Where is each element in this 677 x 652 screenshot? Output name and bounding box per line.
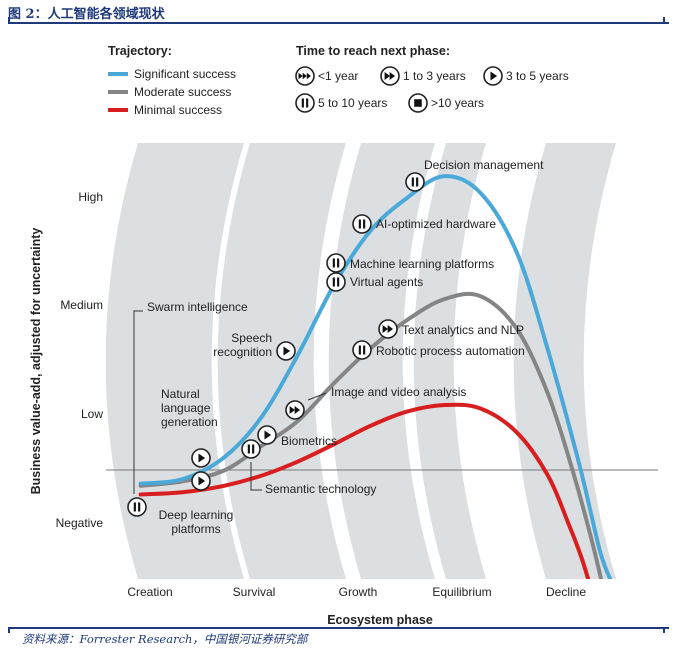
time-legend-item-1-year: <1 year: [295, 66, 358, 86]
time-legend-item-10-years: >10 years: [408, 93, 484, 113]
tech-deep-learning-platforms: Deep learning platforms: [159, 471, 234, 536]
tech-machine-learning-platforms: Machine learning platforms: [326, 253, 494, 273]
play-icon: [257, 425, 277, 445]
tech-biometrics: Biometrics: [257, 425, 337, 448]
trajectory-legend-item-significant-success: Significant success: [108, 67, 236, 81]
bottom-rule: [8, 627, 669, 629]
band-equilibrium: [413, 143, 486, 579]
bottom-rule-left-tick: [8, 627, 18, 633]
legend-label: 3 to 5 years: [506, 69, 569, 83]
tech-text-analytics-and-nlp: Text analytics and NLP: [378, 319, 524, 339]
leader-line: [250, 462, 262, 491]
tech-label: Natural language generation: [161, 387, 218, 429]
x-tick-decline: Decline: [546, 585, 586, 599]
play-icon: [191, 448, 211, 468]
legend-label: Minimal success: [134, 103, 222, 117]
tech-semantic-technology: Semantic technology: [241, 439, 376, 496]
top-rule: [8, 22, 669, 24]
trajectory-legend-item-minimal-success: Minimal success: [108, 103, 222, 117]
trajectory-legend-item-moderate-success: Moderate success: [108, 85, 231, 99]
pause-icon: [241, 439, 261, 459]
band-survival: [217, 143, 346, 579]
tech-ai-optimized-hardware: AI-optimized hardware: [352, 214, 496, 234]
trajectory-legend-title: Trajectory:: [108, 44, 172, 58]
tech-decision-management: Decision management: [405, 158, 544, 192]
top-rule-left-tick: [8, 17, 18, 23]
tech-label: Speech recognition: [213, 331, 272, 359]
y-axis-title: Business value-add, adjusted for uncerta…: [29, 228, 43, 495]
time-legend-item-5-to-10-years: 5 to 10 years: [295, 93, 387, 113]
y-tick-labels: Negative Low Medium High: [56, 190, 104, 530]
pause-icon: [326, 272, 346, 292]
y-tick-high: High: [78, 190, 103, 204]
bottom-rule-right-tick: [663, 627, 673, 633]
pause-icon: [405, 172, 425, 192]
y-tick-medium: Medium: [60, 298, 103, 312]
x-tick-creation: Creation: [127, 585, 172, 599]
trajectory-legend: Trajectory: Significant success Moderate s…: [108, 44, 236, 117]
pause-icon: [127, 497, 147, 517]
tech-speech-recognition: Speech recognition: [213, 331, 296, 361]
x-axis-title: Ecosystem phase: [327, 613, 433, 627]
play-icon: [276, 341, 296, 361]
tech-label: Decision management: [424, 158, 544, 172]
pause-icon: [326, 253, 346, 273]
series-line-minimal-success: [138, 402, 591, 579]
tech-label: Semantic technology: [265, 482, 376, 496]
legend-label: 1 to 3 years: [403, 69, 466, 83]
play-icon: [191, 471, 211, 491]
legend-label: >10 years: [431, 96, 484, 110]
double-play-icon: [380, 66, 400, 86]
tech-label: Biometrics: [281, 434, 337, 448]
tech-label: Text analytics and NLP: [402, 323, 524, 337]
double-play-icon: [285, 400, 305, 420]
tech-robotic-process-automation: Robotic process automation: [352, 340, 525, 360]
stop-icon: [408, 93, 428, 113]
double-play-icon: [378, 319, 398, 339]
legend-label: Moderate success: [134, 85, 231, 99]
legend-label: <1 year: [318, 69, 358, 83]
technology-markers: Swarm intelligence Speech recognition Natur…: [127, 158, 544, 536]
top-rule-right-tick: [663, 17, 673, 23]
play-icon: [483, 66, 503, 86]
y-tick-low: Low: [81, 407, 103, 421]
tech-label: Robotic process automation: [376, 344, 525, 358]
pause-icon: [295, 93, 315, 113]
legend-label: Significant success: [134, 67, 236, 81]
leader-line: [307, 392, 327, 401]
tech-label: AI-optimized hardware: [376, 217, 496, 231]
tech-virtual-agents: Virtual agents: [326, 272, 423, 292]
x-tick-survival: Survival: [233, 585, 276, 599]
series-line-moderate-success: [138, 291, 604, 579]
tech-label: Swarm intelligence: [147, 300, 248, 314]
time-legend-title: Time to reach next phase:: [296, 44, 450, 58]
tech-label: Virtual agents: [350, 275, 423, 289]
pause-icon: [352, 214, 372, 234]
time-legend-item-1-to-3-years: 1 to 3 years: [380, 66, 466, 86]
y-tick-negative: Negative: [56, 516, 104, 530]
tech-label: Deep learning platforms: [159, 508, 234, 536]
x-tick-equilibrium: Equilibrium: [432, 585, 491, 599]
tech-image-and-video-analysis: Image and video analysis: [285, 385, 466, 420]
x-tick-labels: Creation Survival Growth Equilibrium Decline: [127, 585, 586, 599]
triple-play-icon: [295, 66, 315, 86]
time-legend: Time to reach next phase: <1 year 1 to 3 y…: [295, 44, 569, 113]
figure-title: 图 2：人工智能各领域现状: [8, 7, 165, 22]
tech-label: Image and video analysis: [331, 385, 466, 399]
pause-icon: [352, 340, 372, 360]
tech-label: Machine learning platforms: [350, 257, 494, 271]
leader-line: [133, 310, 143, 494]
legend-label: 5 to 10 years: [318, 96, 387, 110]
time-legend-item-3-to-5-years: 3 to 5 years: [483, 66, 569, 86]
x-tick-growth: Growth: [339, 585, 378, 599]
tech-natural-language-generation: Natural language generation: [161, 387, 218, 468]
source-note: 资料来源：Forrester Research，中国银河证券研究部: [22, 632, 308, 646]
tech-swarm-intelligence: Swarm intelligence: [127, 300, 248, 517]
